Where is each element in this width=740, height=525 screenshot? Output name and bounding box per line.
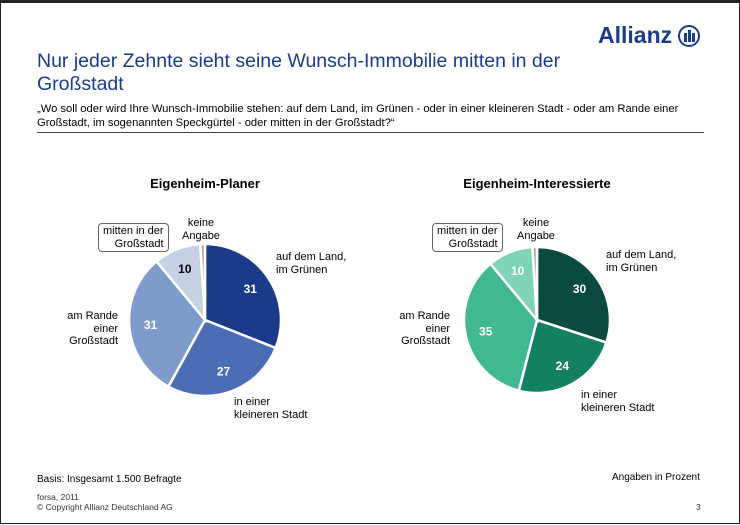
slice-value-label: 35 bbox=[479, 324, 493, 338]
unit-note: Angaben in Prozent bbox=[612, 472, 700, 483]
label-stadt-1: in einer kleineren Stadt bbox=[234, 396, 308, 421]
copyright: © Copyright Allianz Deutschland AG bbox=[37, 502, 173, 512]
allianz-logo: Allianz bbox=[598, 22, 701, 49]
slice-value-label: 31 bbox=[244, 282, 258, 296]
slice-value-label: 24 bbox=[556, 359, 570, 373]
label-rande-1: am Rande einer Großstadt bbox=[67, 310, 118, 347]
top-border bbox=[0, 0, 740, 3]
source-note: forsa, 2011 bbox=[37, 492, 79, 502]
chart-title-interessierte: Eigenheim-Interessierte bbox=[463, 176, 611, 191]
slice-value-label: 31 bbox=[144, 318, 158, 332]
label-land-2: auf dem Land, im Grünen bbox=[606, 249, 677, 274]
label-keine-1: keine Angabe bbox=[182, 217, 220, 242]
chart-title-planer: Eigenheim-Planer bbox=[150, 176, 260, 191]
question-subtitle: „Wo soll oder wird Ihre Wunsch-Immobilie… bbox=[37, 103, 679, 129]
pie-slice bbox=[531, 245, 539, 321]
pie-slice bbox=[462, 261, 539, 393]
label-mitten-2: mitten in der Großstadt bbox=[432, 223, 503, 252]
logo-text: Allianz bbox=[598, 22, 673, 48]
basis-note: Basis: Insgesamt 1.500 Befragte bbox=[37, 474, 182, 485]
label-keine-2: keine Angabe bbox=[517, 217, 555, 242]
slice-value-label: 30 bbox=[573, 282, 587, 296]
slice-value-label: 10 bbox=[178, 262, 192, 276]
page-number: 3 bbox=[696, 502, 701, 512]
label-land-1: auf dem Land, im Grünen bbox=[276, 251, 347, 276]
slice-value-label: 10 bbox=[511, 264, 525, 278]
allianz-eagle-icon bbox=[678, 24, 701, 47]
label-stadt-2: in einer kleineren Stadt bbox=[581, 389, 655, 414]
label-rande-2: am Rande einer Großstadt bbox=[399, 310, 450, 347]
page-title: Nur jeder Zehnte sieht seine Wunsch-Immo… bbox=[37, 50, 561, 95]
divider bbox=[37, 132, 704, 133]
pie-slice bbox=[203, 242, 283, 350]
pie-slice bbox=[198, 242, 207, 321]
pie-slice bbox=[127, 259, 207, 389]
label-mitten-1: mitten in der Großstadt bbox=[98, 223, 169, 252]
slice-value-label: 27 bbox=[217, 364, 231, 378]
pie-slice bbox=[535, 245, 612, 345]
pie-slice bbox=[517, 318, 609, 395]
